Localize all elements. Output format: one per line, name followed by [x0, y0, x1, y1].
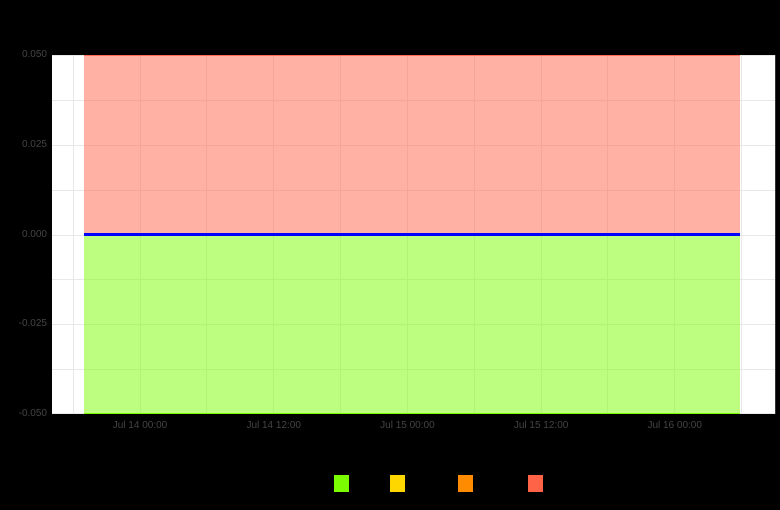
x-tick-label: Jul 15 00:00	[380, 420, 435, 431]
y-tick-label: 0.025	[21, 138, 47, 150]
lower-ok-band-area	[84, 234, 741, 414]
plot-area[interactable]	[52, 55, 776, 414]
y-tick-label: -0.025	[18, 318, 47, 330]
value-line	[84, 233, 741, 236]
x-tick-label: Jul 15 12:00	[513, 420, 569, 431]
legend-swatch-red[interactable]	[528, 475, 543, 492]
legend-swatch-orange[interactable]	[458, 475, 473, 492]
x-tick-label: Jul 16 00:00	[647, 420, 702, 431]
upper-alert-band-area	[84, 55, 741, 235]
legend-swatch-yellow[interactable]	[390, 475, 405, 492]
y-tick-label: 0.050	[21, 49, 47, 60]
x-tick-label: Jul 14 00:00	[112, 420, 168, 431]
x-tick-label: Jul 14 12:00	[246, 420, 301, 431]
y-tick-label: -0.050	[18, 408, 47, 419]
y-tick-label: 0.000	[21, 228, 47, 240]
legend-swatch-green[interactable]	[334, 475, 349, 492]
